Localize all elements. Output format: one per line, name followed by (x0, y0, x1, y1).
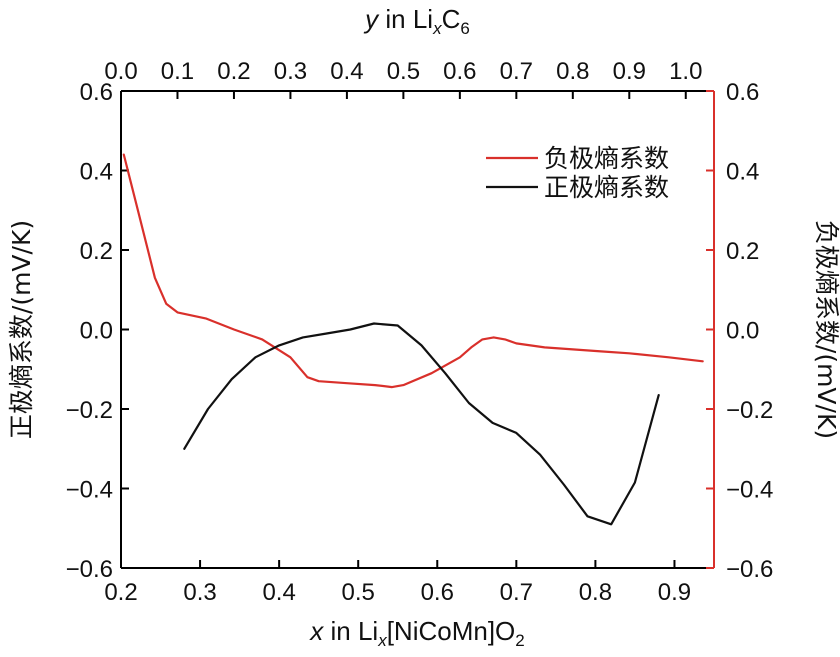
right-y-tick-label: 0.4 (726, 159, 759, 186)
series-lines (122, 153, 704, 526)
bottom-x-tick-label: 0.8 (579, 579, 612, 606)
bottom-x-tick-label: 0.5 (342, 579, 375, 606)
left-y-tick-label: −0.2 (66, 397, 113, 424)
series-line-anode (122, 153, 704, 389)
top-x-tick-label: 0.0 (104, 58, 137, 85)
top-x-tick-label: 1.0 (669, 58, 702, 85)
top-x-tick-label: 0.4 (330, 58, 363, 85)
left-y-tick-label: 0.6 (80, 79, 113, 106)
tick-marks (120, 90, 714, 569)
right-y-tick-label: −0.2 (726, 397, 773, 424)
bottom-x-tick-label: 0.2 (104, 579, 137, 606)
top-x-tick-label: 0.8 (556, 58, 589, 85)
bottom-x-tick-label: 0.3 (183, 579, 216, 606)
top-x-tick-label: 0.9 (613, 58, 646, 85)
left-y-tick-label: 0.4 (80, 159, 113, 186)
bottom-x-tick-label: 0.7 (500, 579, 533, 606)
legend-label: 负极熵系数 (544, 144, 669, 173)
left-y-tick-label: −0.6 (66, 556, 113, 583)
top-x-tick-label: 0.1 (161, 58, 194, 85)
top-x-tick-label: 0.6 (443, 58, 476, 85)
left-y-tick-label: −0.4 (66, 477, 113, 504)
bottom-x-axis-title: x in Lix[NiCoMn]O2 (308, 616, 524, 650)
right-y-tick-label: 0.0 (726, 318, 759, 345)
top-x-tick-label: 0.5 (387, 58, 420, 85)
left-y-tick-label: 0.0 (80, 318, 113, 345)
top-x-axis-title: y in LixC6 (363, 4, 470, 38)
right-y-tick-label: 0.2 (726, 238, 759, 265)
bottom-x-tick-label: 0.6 (421, 579, 454, 606)
right-y-tick-label: 0.6 (726, 79, 759, 106)
left-y-axis-title: 正极熵系数/(mV/K) (7, 220, 36, 439)
legend-label: 正极熵系数 (544, 173, 669, 202)
bottom-x-tick-label: 0.9 (658, 579, 691, 606)
right-y-tick-label: −0.6 (726, 556, 773, 583)
top-x-tick-label: 0.2 (217, 58, 250, 85)
series-line-cathode (183, 322, 660, 526)
right-y-axis-title: 负极熵系数/(mV/K) (812, 220, 840, 439)
bottom-x-tick-label: 0.4 (262, 579, 295, 606)
top-x-tick-label: 0.7 (500, 58, 533, 85)
right-y-tick-label: −0.4 (726, 477, 773, 504)
top-x-tick-label: 0.3 (274, 58, 307, 85)
tick-labels: 0.2 0.3 0.4 0.5 0.6 0.7 0.8 0.9 0.0 0.1 0.2 0.3 0.4 0… (66, 58, 774, 606)
left-y-tick-label: 0.2 (80, 238, 113, 265)
